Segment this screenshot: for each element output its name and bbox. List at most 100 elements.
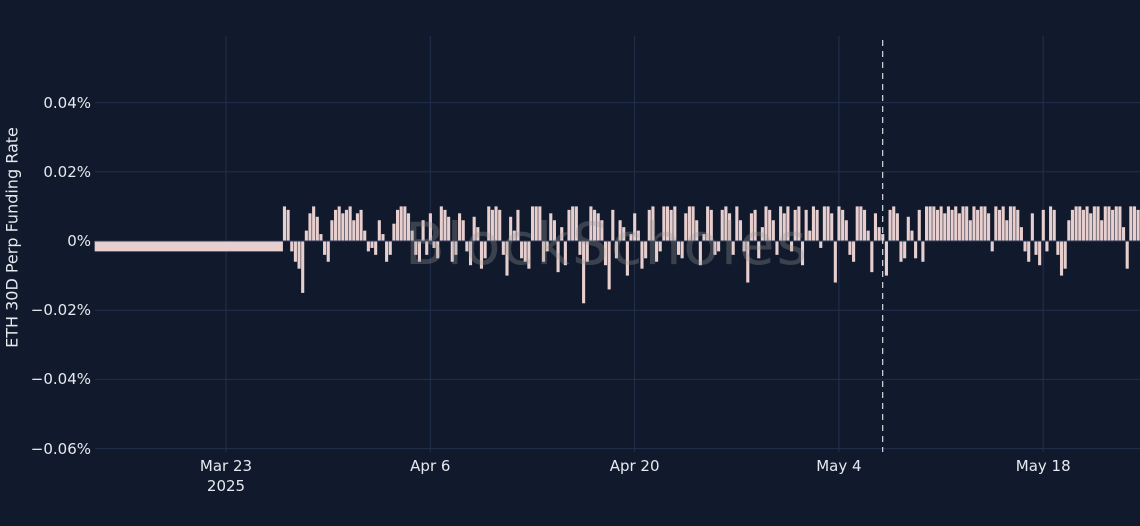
funding-bar xyxy=(1136,209,1140,241)
funding-bar xyxy=(972,206,976,241)
funding-bar xyxy=(957,213,961,241)
funding-rate-bars xyxy=(94,206,1140,304)
funding-bar xyxy=(997,209,1002,241)
funding-bar xyxy=(538,206,542,241)
funding-bar xyxy=(738,220,743,241)
funding-bar xyxy=(837,206,841,241)
funding-bar xyxy=(1122,227,1126,241)
funding-bar xyxy=(844,220,848,241)
funding-bar xyxy=(94,241,283,252)
funding-bar xyxy=(494,206,498,241)
funding-bar xyxy=(479,241,484,269)
funding-bar xyxy=(447,216,451,241)
funding-bar xyxy=(987,213,991,241)
funding-bar xyxy=(1107,206,1111,241)
funding-bar xyxy=(877,227,881,241)
funding-bar xyxy=(330,220,334,241)
funding-bar xyxy=(432,241,436,248)
funding-bar xyxy=(527,241,531,269)
funding-bar xyxy=(717,241,721,252)
funding-bar xyxy=(589,206,593,241)
funding-bar xyxy=(355,213,359,241)
funding-bar xyxy=(914,241,918,259)
funding-bar xyxy=(680,241,684,259)
funding-bar xyxy=(932,206,936,241)
funding-bar xyxy=(443,209,447,241)
funding-bar xyxy=(567,209,571,241)
funding-bar xyxy=(578,241,582,255)
funding-bar xyxy=(545,241,549,252)
funding-bar xyxy=(344,209,349,241)
funding-bar xyxy=(417,241,421,262)
funding-bar xyxy=(1129,206,1133,241)
funding-bar xyxy=(286,209,290,241)
funding-bar xyxy=(735,206,739,241)
funding-bar xyxy=(979,206,983,241)
funding-bar xyxy=(534,206,538,241)
funding-bar xyxy=(1096,206,1100,241)
funding-bar xyxy=(425,241,429,255)
funding-bar xyxy=(811,206,816,241)
funding-bar xyxy=(1125,241,1129,269)
funding-bar xyxy=(1030,213,1034,241)
funding-bar xyxy=(374,241,378,255)
funding-bar xyxy=(928,206,932,241)
funding-bar xyxy=(859,206,863,241)
funding-bar xyxy=(917,209,921,241)
funding-bar xyxy=(1100,220,1104,241)
funding-bar xyxy=(822,206,826,241)
funding-bar xyxy=(950,209,954,241)
funding-bar xyxy=(884,241,888,276)
x-tick-label: May 18 xyxy=(1015,457,1071,475)
funding-bar xyxy=(669,209,673,241)
funding-bar xyxy=(520,241,524,259)
funding-bar xyxy=(618,220,622,241)
funding-bar xyxy=(833,241,837,283)
funding-bar xyxy=(684,213,688,241)
funding-bar xyxy=(841,209,845,241)
funding-bar xyxy=(764,206,768,241)
funding-bar xyxy=(848,241,852,255)
funding-bar xyxy=(304,230,308,241)
funding-bar xyxy=(611,209,615,241)
funding-bar xyxy=(1118,206,1122,241)
funding-bar xyxy=(1041,209,1045,241)
funding-bar xyxy=(1089,213,1093,241)
funding-bar xyxy=(319,234,323,241)
funding-bar xyxy=(994,206,998,241)
funding-bar xyxy=(556,241,560,273)
funding-bar xyxy=(760,227,764,241)
funding-bar xyxy=(790,241,794,252)
funding-bar xyxy=(1074,206,1078,241)
funding-bar xyxy=(713,241,717,255)
funding-bar xyxy=(990,241,994,252)
funding-bar xyxy=(808,230,812,241)
funding-bar xyxy=(571,206,575,241)
funding-bar xyxy=(337,206,341,241)
funding-bar xyxy=(633,213,637,241)
funding-bar xyxy=(702,234,706,241)
funding-bar xyxy=(505,241,509,276)
funding-bar xyxy=(793,209,797,241)
funding-bar xyxy=(906,216,910,241)
funding-bar xyxy=(753,209,757,241)
funding-bar xyxy=(315,216,319,241)
funding-bar xyxy=(574,206,578,241)
funding-bar xyxy=(665,206,670,241)
funding-bar xyxy=(414,241,418,255)
funding-bar xyxy=(370,241,374,248)
funding-bar xyxy=(1034,241,1038,255)
funding-bar xyxy=(549,213,553,241)
funding-bar xyxy=(881,234,885,241)
funding-bar xyxy=(800,241,805,266)
funding-bar xyxy=(870,241,874,273)
funding-bar xyxy=(625,241,629,276)
funding-bar xyxy=(1023,241,1027,252)
funding-bar xyxy=(892,206,896,241)
funding-bar xyxy=(903,241,907,259)
funding-bar xyxy=(1067,220,1071,241)
funding-bar xyxy=(655,241,659,262)
funding-bar xyxy=(636,230,640,241)
funding-bar xyxy=(396,209,400,241)
